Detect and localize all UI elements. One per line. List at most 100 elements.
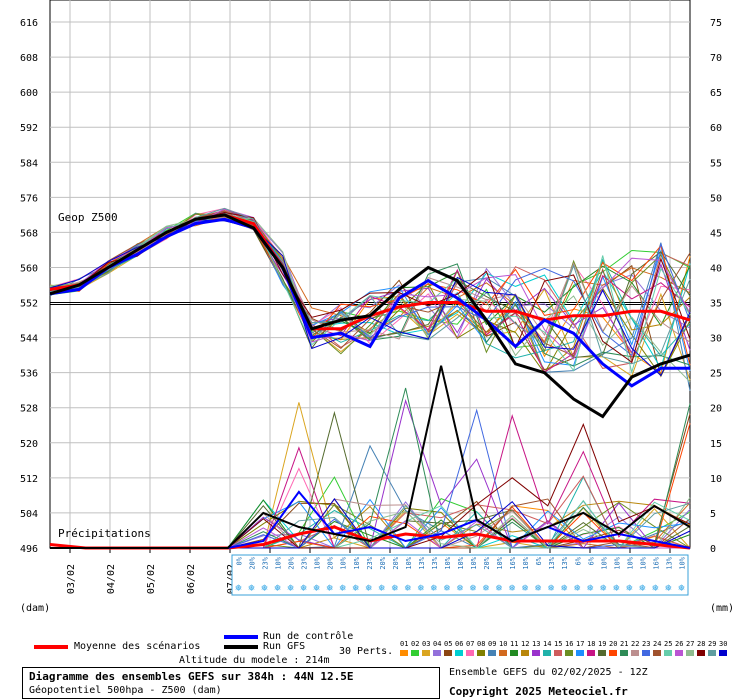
y-right-tick-label: 0 [710, 544, 716, 555]
probability-label: 20% [392, 556, 400, 569]
probability-label: 10% [678, 556, 686, 569]
y-left-tick-label: 616 [20, 18, 38, 29]
y-right-tick-label: 15 [710, 439, 722, 450]
pert-number: 03 [422, 640, 431, 648]
snow-flake-icon: ❅ [261, 584, 269, 594]
snow-flake-icon: ❅ [274, 584, 282, 594]
snow-flake-icon: ❅ [235, 584, 243, 594]
y-left-tick-label: 496 [20, 544, 38, 555]
probability-label: 10% [444, 556, 452, 569]
pert-color-swatch [664, 650, 672, 656]
probability-label: 10% [613, 556, 621, 569]
pert-number: 19 [598, 640, 607, 648]
legend-mean-swatch [34, 645, 68, 649]
y-right-tick-label: 70 [710, 53, 722, 64]
pert-color-swatch [631, 650, 639, 656]
pert-color-swatch [488, 650, 496, 656]
geop-label: Geop Z500 [58, 211, 118, 224]
y-right-tick-label: 35 [710, 299, 722, 310]
legend-gfs-label: Run GFS [263, 641, 306, 652]
pert-color-swatch [444, 650, 452, 656]
pert-number: 26 [675, 640, 684, 648]
y-right-tick-label: 25 [710, 369, 722, 380]
copyright: Copyright 2025 Meteociel.fr [449, 685, 628, 698]
snow-flake-icon: ❅ [313, 584, 321, 594]
snow-flake-icon: ❅ [339, 584, 347, 594]
pert-number: 13 [532, 640, 541, 648]
pert-color-swatch [455, 650, 463, 656]
pert-color-swatch [521, 650, 529, 656]
probability-label: 10% [405, 556, 413, 569]
pert-number: 04 [433, 640, 442, 648]
y-left-tick-label: 504 [20, 509, 38, 520]
snow-flake-icon: ❅ [508, 584, 516, 594]
snow-flake-icon: ❅ [652, 584, 660, 594]
y-right-tick-label: 10 [710, 474, 722, 485]
snow-flake-icon: ❅ [482, 584, 490, 594]
pert-color-swatch [576, 650, 584, 656]
probability-label: 10% [470, 556, 478, 569]
probability-label: 10% [340, 556, 348, 569]
pert-color-swatch [466, 650, 474, 656]
pert-color-swatch [433, 650, 441, 656]
x-tick-label: 04/02 [106, 564, 117, 594]
pert-number: 08 [477, 640, 486, 648]
probability-label: 10% [457, 556, 465, 569]
precip-line-2 [50, 365, 691, 549]
legend-mean-label: Moyenne des scénarios [74, 641, 201, 652]
probability-label: 6% [535, 556, 543, 565]
snow-flake-icon: ❅ [495, 584, 503, 594]
probability-label: 13% [548, 556, 556, 569]
snow-flake-icon: ❅ [639, 584, 647, 594]
y-left-tick-label: 584 [20, 158, 38, 169]
pert-color-swatch [565, 650, 573, 656]
pert-number: 01 [400, 640, 409, 648]
pert-color-swatch [587, 650, 595, 656]
snow-flake-icon: ❅ [430, 584, 438, 594]
y-left-tick-label: 528 [20, 404, 38, 415]
probability-label: 23% [262, 556, 270, 569]
pert-color-swatch [532, 650, 540, 656]
probability-label: 20% [327, 556, 335, 569]
snow-flake-icon: ❅ [300, 584, 308, 594]
y-left-tick-label: 544 [20, 334, 38, 345]
y-left-tick-label: 512 [20, 474, 38, 485]
series-line-2 [49, 213, 691, 419]
probability-label: 20% [483, 556, 491, 569]
pert-number: 16 [565, 640, 574, 648]
probability-label: 10% [496, 556, 504, 569]
y-right-tick-label: 75 [710, 18, 722, 29]
probability-label: 23% [366, 556, 374, 569]
y-left-tick-label: 536 [20, 369, 38, 380]
pert-number: 30 [719, 640, 728, 648]
y-right-tick-label: 5 [710, 509, 716, 520]
probability-label: 10% [626, 556, 634, 569]
perts-label: 30 Perts. [339, 646, 394, 657]
perturbation-line [49, 210, 691, 363]
snow-flake-icon: ❅ [521, 584, 529, 594]
snow-flake-icon: ❅ [378, 584, 386, 594]
snow-flake-icon: ❅ [665, 584, 673, 594]
snow-flake-icon: ❅ [678, 584, 686, 594]
pert-number: 15 [554, 640, 563, 648]
pert-number: 18 [587, 640, 596, 648]
pert-color-swatch [675, 650, 683, 656]
probability-label: 6% [574, 556, 582, 565]
pert-color-swatch [697, 650, 705, 656]
legend-control-label: Run de contrôle [263, 631, 354, 642]
pert-number: 24 [653, 640, 662, 648]
altitude-label: Altitude du modele : 214m [179, 655, 330, 666]
y-right-tick-label: 55 [710, 158, 722, 169]
y-right-tick-label: 65 [710, 88, 722, 99]
snow-flake-icon: ❅ [443, 584, 451, 594]
pert-number: 14 [543, 640, 552, 648]
perturbation-line [49, 217, 691, 343]
snow-flake-icon: ❅ [469, 584, 477, 594]
run-info: Ensemble GEFS du 02/02/2025 - 12Z [449, 667, 648, 678]
y-left-tick-label: 576 [20, 193, 38, 204]
x-tick-label: 03/02 [66, 564, 77, 594]
pert-color-swatch [642, 650, 650, 656]
probability-label: 13% [665, 556, 673, 569]
pert-color-swatch [554, 650, 562, 656]
pert-number: 28 [697, 640, 706, 648]
